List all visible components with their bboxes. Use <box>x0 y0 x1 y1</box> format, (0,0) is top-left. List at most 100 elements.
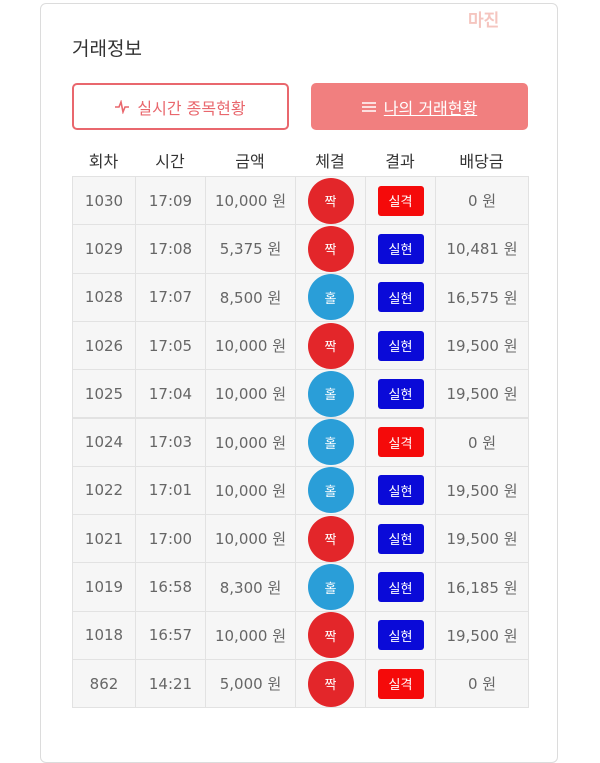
column-header: 체결 <box>315 152 345 171</box>
table-cell: 16,185 원 <box>435 562 529 612</box>
table-cell: 1024 <box>72 417 136 467</box>
result-badge: 실격 <box>377 427 424 458</box>
result-badge: 실현 <box>377 523 424 554</box>
table-cell: 17:01 <box>135 465 206 516</box>
result-badge: 실현 <box>377 620 424 651</box>
button-label: 나의 거래현황 <box>383 98 478 118</box>
pulse-icon <box>115 99 130 114</box>
table-cell: 19,500 원 <box>435 610 529 660</box>
table-cell: 1021 <box>72 514 136 564</box>
outcome-dot: 홀 <box>307 564 354 611</box>
table-cell: 19,500 원 <box>435 369 529 419</box>
column-header: 시간 <box>155 152 185 171</box>
table-cell: 17:03 <box>135 417 206 467</box>
table-cell: 1028 <box>72 272 136 322</box>
table-cell: 10,000 원 <box>205 176 296 226</box>
outcome-dot: 홀 <box>307 370 354 417</box>
table-cell: 실현 <box>365 562 436 612</box>
result-badge: 실현 <box>377 330 424 361</box>
column-header: 배당금 <box>459 152 504 171</box>
table-cell: 17:09 <box>135 176 206 226</box>
table-cell: 17:04 <box>135 369 206 419</box>
table-cell: 10,481 원 <box>435 224 529 274</box>
table-cell: 실현 <box>365 514 436 564</box>
table-cell: 실현 <box>365 610 436 660</box>
table-cell: 1018 <box>72 610 136 660</box>
table-cell: 17:00 <box>135 514 206 564</box>
table-cell: 실현 <box>365 272 436 322</box>
table-cell: 실격 <box>365 417 436 467</box>
table-cell: 실현 <box>365 320 436 371</box>
table-cell: 0 원 <box>435 417 529 467</box>
result-badge: 실현 <box>377 475 424 506</box>
table-cell: 1025 <box>72 369 136 419</box>
table-cell: 19,500 원 <box>435 320 529 371</box>
outcome-dot: 짝 <box>307 177 354 224</box>
table-cell: 16:57 <box>135 610 206 660</box>
table-cell: 1026 <box>72 320 136 371</box>
table-cell: 10,000 원 <box>205 417 296 467</box>
table-cell: 홀 <box>295 272 366 322</box>
table-cell: 홀 <box>295 369 366 419</box>
table-cell: 10,000 원 <box>205 320 296 371</box>
table-cell: 실현 <box>365 224 436 274</box>
table-cell: 10,000 원 <box>205 465 296 516</box>
table-cell: 실격 <box>365 176 436 226</box>
result-badge: 실격 <box>377 668 424 699</box>
column-header: 금액 <box>235 152 265 171</box>
table-cell: 14:21 <box>135 659 206 709</box>
page: 마진 거래정보 실시간 종목현황 나의 거래현황 (() => { const … <box>40 3 558 763</box>
result-badge: 실격 <box>377 185 424 216</box>
table-cell: 짝 <box>295 514 366 564</box>
result-badge: 실현 <box>377 233 424 264</box>
table-cell: 실현 <box>365 369 436 419</box>
my-trades-button[interactable]: 나의 거래현황 <box>311 83 528 130</box>
table-cell: 1022 <box>72 465 136 516</box>
table-cell: 짝 <box>295 610 366 660</box>
table-cell: 1030 <box>72 176 136 226</box>
realtime-button[interactable]: 실시간 종목현황 <box>72 83 289 130</box>
table-cell: 0 원 <box>435 176 529 226</box>
button-label: 실시간 종목현황 <box>137 98 246 118</box>
section-title: 거래정보 <box>72 38 142 60</box>
table-cell: 짝 <box>295 224 366 274</box>
outcome-dot: 홀 <box>307 467 354 514</box>
table-cell: 17:08 <box>135 224 206 274</box>
column-header: 회차 <box>88 152 119 171</box>
outcome-dot: 홀 <box>307 274 354 321</box>
outcome-dot: 홀 <box>307 419 354 466</box>
table-cell: 실격 <box>365 659 436 709</box>
column-header: 결과 <box>385 152 415 171</box>
table-cell: 5,375 원 <box>205 224 296 274</box>
list-icon <box>361 101 376 112</box>
table-cell: 짝 <box>295 176 366 226</box>
table-cell: 17:05 <box>135 320 206 371</box>
table-cell: 홀 <box>295 465 366 516</box>
table-cell: 0 원 <box>435 659 529 709</box>
outcome-dot: 짝 <box>307 225 354 272</box>
table-cell: 10,000 원 <box>205 610 296 660</box>
table-cell: 17:07 <box>135 272 206 322</box>
table-cell: 16,575 원 <box>435 272 529 322</box>
table-cell: 1019 <box>72 562 136 612</box>
outcome-dot: 짝 <box>307 660 354 707</box>
table-cell: 짝 <box>295 659 366 709</box>
table-cell: 홀 <box>295 417 366 467</box>
table-cell: 5,000 원 <box>205 659 296 709</box>
logo: 마진 <box>468 11 500 31</box>
table-cell: 1029 <box>72 224 136 274</box>
table-cell: 10,000 원 <box>205 369 296 419</box>
table-cell: 16:58 <box>135 562 206 612</box>
table-cell: 19,500 원 <box>435 465 529 516</box>
table-cell: 짝 <box>295 320 366 371</box>
table-cell: 862 <box>72 659 136 709</box>
outcome-dot: 짝 <box>307 612 354 659</box>
table-cell: 홀 <box>295 562 366 612</box>
outcome-dot: 짝 <box>307 322 354 369</box>
table-cell: 실현 <box>365 465 436 516</box>
table-cell: 8,300 원 <box>205 562 296 612</box>
table-cell: 8,500 원 <box>205 272 296 322</box>
table-cell: 19,500 원 <box>435 514 529 564</box>
result-badge: 실현 <box>377 282 424 313</box>
table-cell: 10,000 원 <box>205 514 296 564</box>
